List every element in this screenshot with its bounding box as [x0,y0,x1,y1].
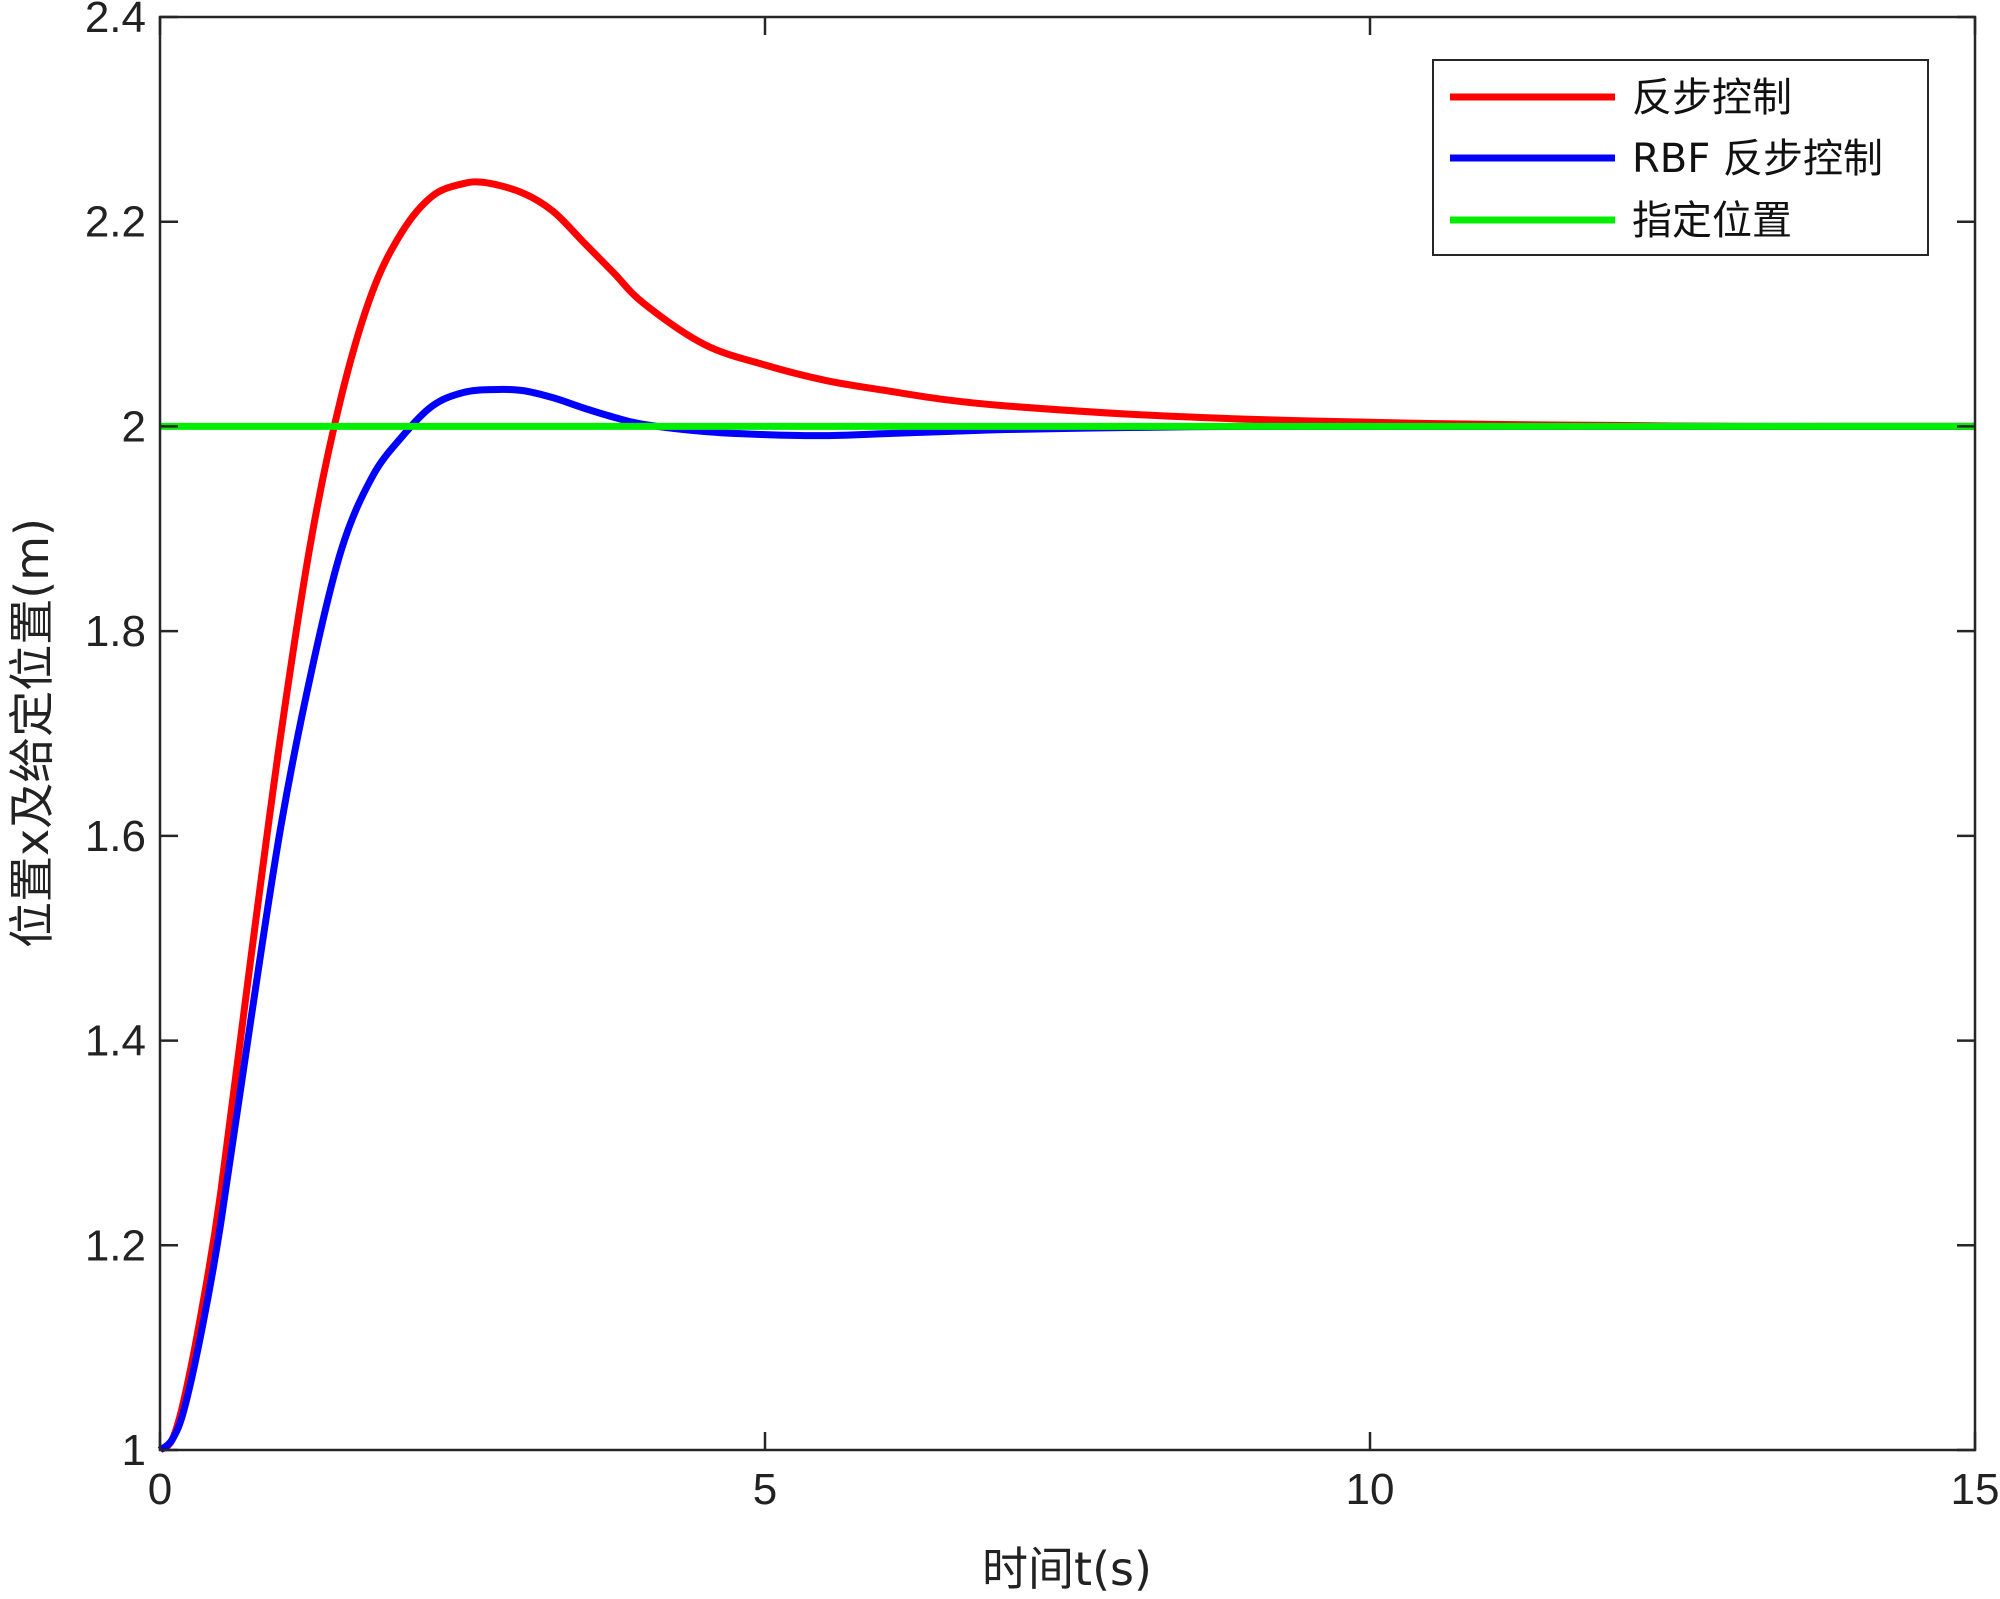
y-axis-title: 位置x及给定位置(m) [5,518,59,948]
labels-layer: 0 5 10 15 1 1.2 1.4 1.6 1.8 2 2.2 2.4 [85,0,2000,1514]
legend-label-2: RBF 反步控制 [1632,136,1883,182]
series-line-2 [157,385,1975,1453]
x-tick-label: 5 [753,1465,777,1514]
legend-label-1: 反步控制 [1632,75,1792,121]
y-tick-label: 1.6 [85,812,146,861]
legend-label-3: 指定位置 [1632,198,1792,244]
axes-box [158,15,1977,1452]
y-tick-label: 2.2 [85,198,146,247]
x-tick-label: 0 [148,1465,172,1514]
ticks-layer [158,15,1977,1452]
y-tick-label: 2.4 [85,0,146,42]
y-tick-label: 1.4 [85,1017,146,1066]
y-tick-label: 2 [122,402,146,451]
y-tick-label: 1.2 [85,1221,146,1270]
plot-area [157,15,1977,1453]
x-tick-label: 15 [1951,1465,2000,1514]
x-tick-label: 10 [1346,1465,1395,1514]
y-tick-label: 1 [122,1426,146,1475]
series-line-1 [157,178,1975,1453]
y-tick-label: 1.8 [85,607,146,656]
series-layer [157,178,1975,1453]
x-axis-title: 时间t(s) [982,1542,1152,1596]
